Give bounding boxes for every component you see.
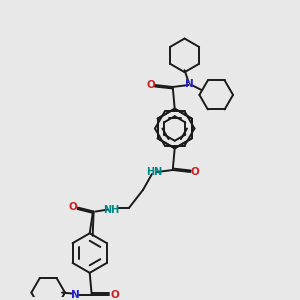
- Text: O: O: [110, 290, 119, 300]
- Text: HN: HN: [146, 167, 162, 177]
- Text: N: N: [71, 290, 80, 300]
- Text: O: O: [68, 202, 77, 212]
- Text: O: O: [190, 167, 199, 177]
- Text: N: N: [185, 79, 194, 89]
- Text: NH: NH: [103, 205, 120, 214]
- Text: O: O: [147, 80, 155, 90]
